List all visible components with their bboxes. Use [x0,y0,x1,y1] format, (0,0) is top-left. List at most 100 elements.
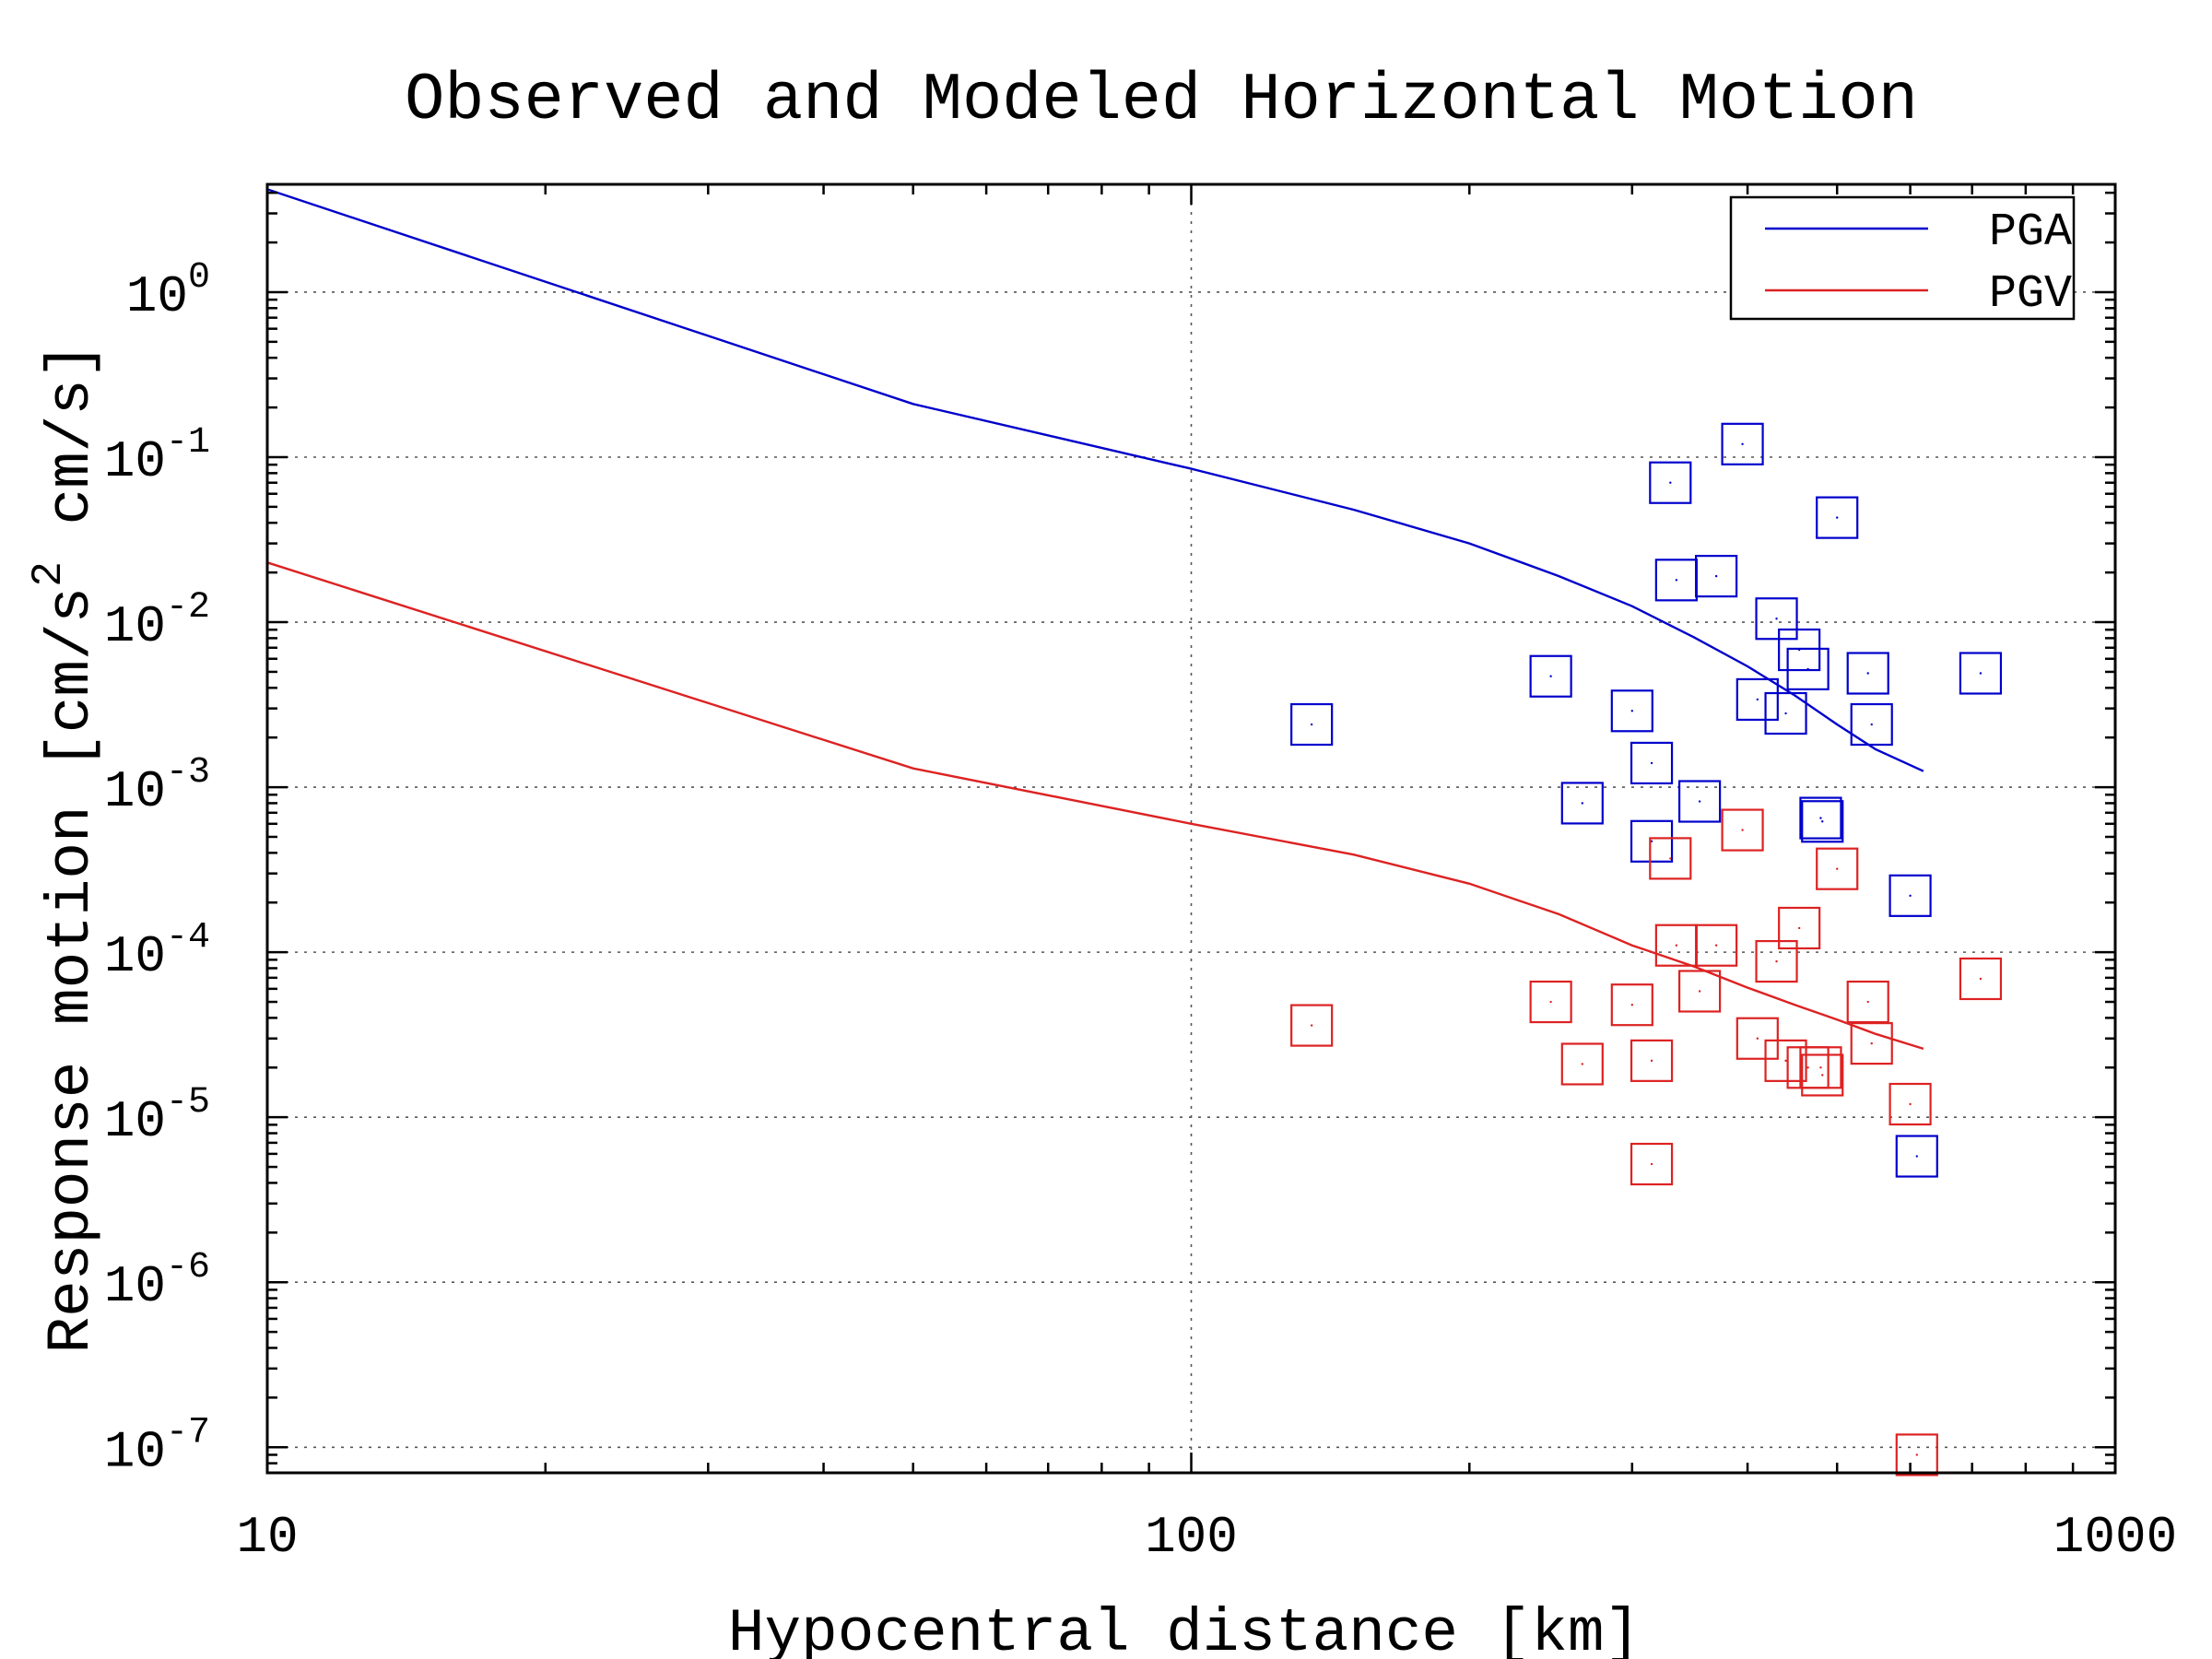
pga-point-center [1836,516,1839,519]
pga-observed-point [1630,741,1674,785]
y-tick-label: 10-7 [104,1412,210,1481]
pga-point-center [1784,712,1787,715]
pgv-observed-point [1850,1022,1893,1065]
pgv-observed-point [1755,939,1798,983]
pga-observed-point [1649,461,1692,504]
y-tick-label: 100 [126,257,210,326]
pgv-point-center [1979,977,1983,981]
pgv-observed-point [1560,1042,1604,1086]
y-tick-label: 10-6 [104,1247,210,1316]
legend-label-pga: PGA [1989,206,2072,259]
pgv-observed-point [1678,970,1722,1013]
y-tick-label: 10-4 [104,917,210,986]
pga-point-center [1775,618,1778,620]
pga-point-center [1675,579,1678,582]
pgv-point-center [1714,944,1718,947]
pga-observed-point [1895,1135,1938,1178]
pga-observed-point [1764,691,1807,735]
pgv-point-center [1669,857,1672,860]
pga-point-center [1630,710,1634,712]
pgv-point-center [1870,1041,1873,1045]
pga-observed-point [1695,555,1738,598]
pgv-point-center [1756,1037,1759,1040]
x-axis-label: Hypocentral distance [km] [728,1599,1641,1659]
pga-observed-point [1959,652,2003,695]
pga-observed-point [1786,647,1830,690]
pgv-observed-point [1735,1017,1779,1060]
pga-observed-point [1610,689,1653,733]
pga-point-center [1581,802,1584,805]
pga-observed-point [1735,677,1779,722]
pga-point-center [1549,675,1552,677]
pgv-observed-point [1801,1053,1844,1097]
y-axis-label: Response motion [cm/s2 cm/s] [25,343,106,1354]
pga-observed-point [1850,702,1893,747]
pgv-observed-point [1695,924,1738,967]
pga-observed-point [1721,422,1764,465]
pga-point-center [1870,723,1873,726]
pga-observed-point [1678,780,1722,823]
x-tick-label: 10 [236,1508,298,1567]
pgv-point-center [1650,1162,1653,1166]
pga-observed-point [1778,628,1821,672]
pga-observed-point [1290,702,1334,747]
pga-point-center [1714,574,1718,578]
series-layer [266,188,2003,1477]
y-tick-label: 10-2 [104,587,210,656]
pga-point-center [1310,723,1313,726]
pgv-observed-point [1649,837,1692,880]
pgv-observed-point [1799,1046,1842,1089]
pgv-observed-point [1290,1004,1334,1047]
pgv-observed-point [1630,1039,1674,1082]
plot-frame [265,182,2117,1475]
pga-point-center [1650,761,1653,765]
legend-box [1729,195,2076,321]
pga-observed-point [1816,496,1859,539]
pga-point-center [1915,1155,1918,1158]
pga-point-center [1806,667,1809,671]
pga-observed-point [1560,782,1604,825]
y-tick-label: 10-3 [104,752,210,821]
chart-title: Observed and Modeled Horizontal Motion [405,63,1918,138]
pga-observed-point [1801,800,1844,843]
pga-point-center [1756,698,1759,701]
pga-observed-point [1755,597,1798,641]
pgv-observed-point [1895,1433,1938,1477]
y-tick-label: 10-5 [104,1082,210,1151]
pgv-observed-point [1816,847,1859,890]
pgv-point-center [1775,959,1778,963]
pgv-point-center [1310,1024,1313,1027]
pgv-observed-point [1888,1082,1932,1126]
pgv-observed-point [1529,980,1572,1024]
pgv-observed-point [1630,1142,1674,1186]
pgv-observed-point [1778,906,1821,950]
pga-observed-point [1529,654,1572,698]
pga-point-center [1650,840,1653,842]
grid-lines [267,184,2115,1473]
pgv-observed-point [1764,1039,1807,1082]
pga-observed-point [1846,652,1889,695]
x-tick-label: 1000 [2053,1508,2177,1567]
pga-point-center [1821,820,1824,823]
pgv-point-center [1819,1066,1822,1069]
pga-point-center [1979,672,1983,675]
pgv-point-center [1797,926,1801,930]
pga-point-center [1741,442,1744,446]
legend: PGA PGV [1729,195,2076,321]
pgv-observed-point [1721,808,1764,852]
pgv-point-center [1784,1059,1787,1063]
pgv-observed-point [1959,957,2003,1001]
pgv-observed-point [1610,983,1653,1027]
pgv-point-center [1650,1059,1653,1063]
pgv-point-center [1806,1066,1809,1069]
pga-observed-point [1630,819,1674,863]
x-tick-label: 100 [1145,1508,1238,1567]
pga-point-center [1698,800,1701,803]
pgv-point-center [1909,1102,1912,1106]
pgv-point-center [1836,867,1839,870]
pgv-point-center [1630,1004,1634,1006]
pgv-point-center [1866,1000,1869,1004]
axis-ticks: 100 10-1 10-2 10-3 10-4 10-5 10-6 10-7 10 100 1000 [104,184,2177,1567]
pgv-point-center [1741,829,1744,831]
